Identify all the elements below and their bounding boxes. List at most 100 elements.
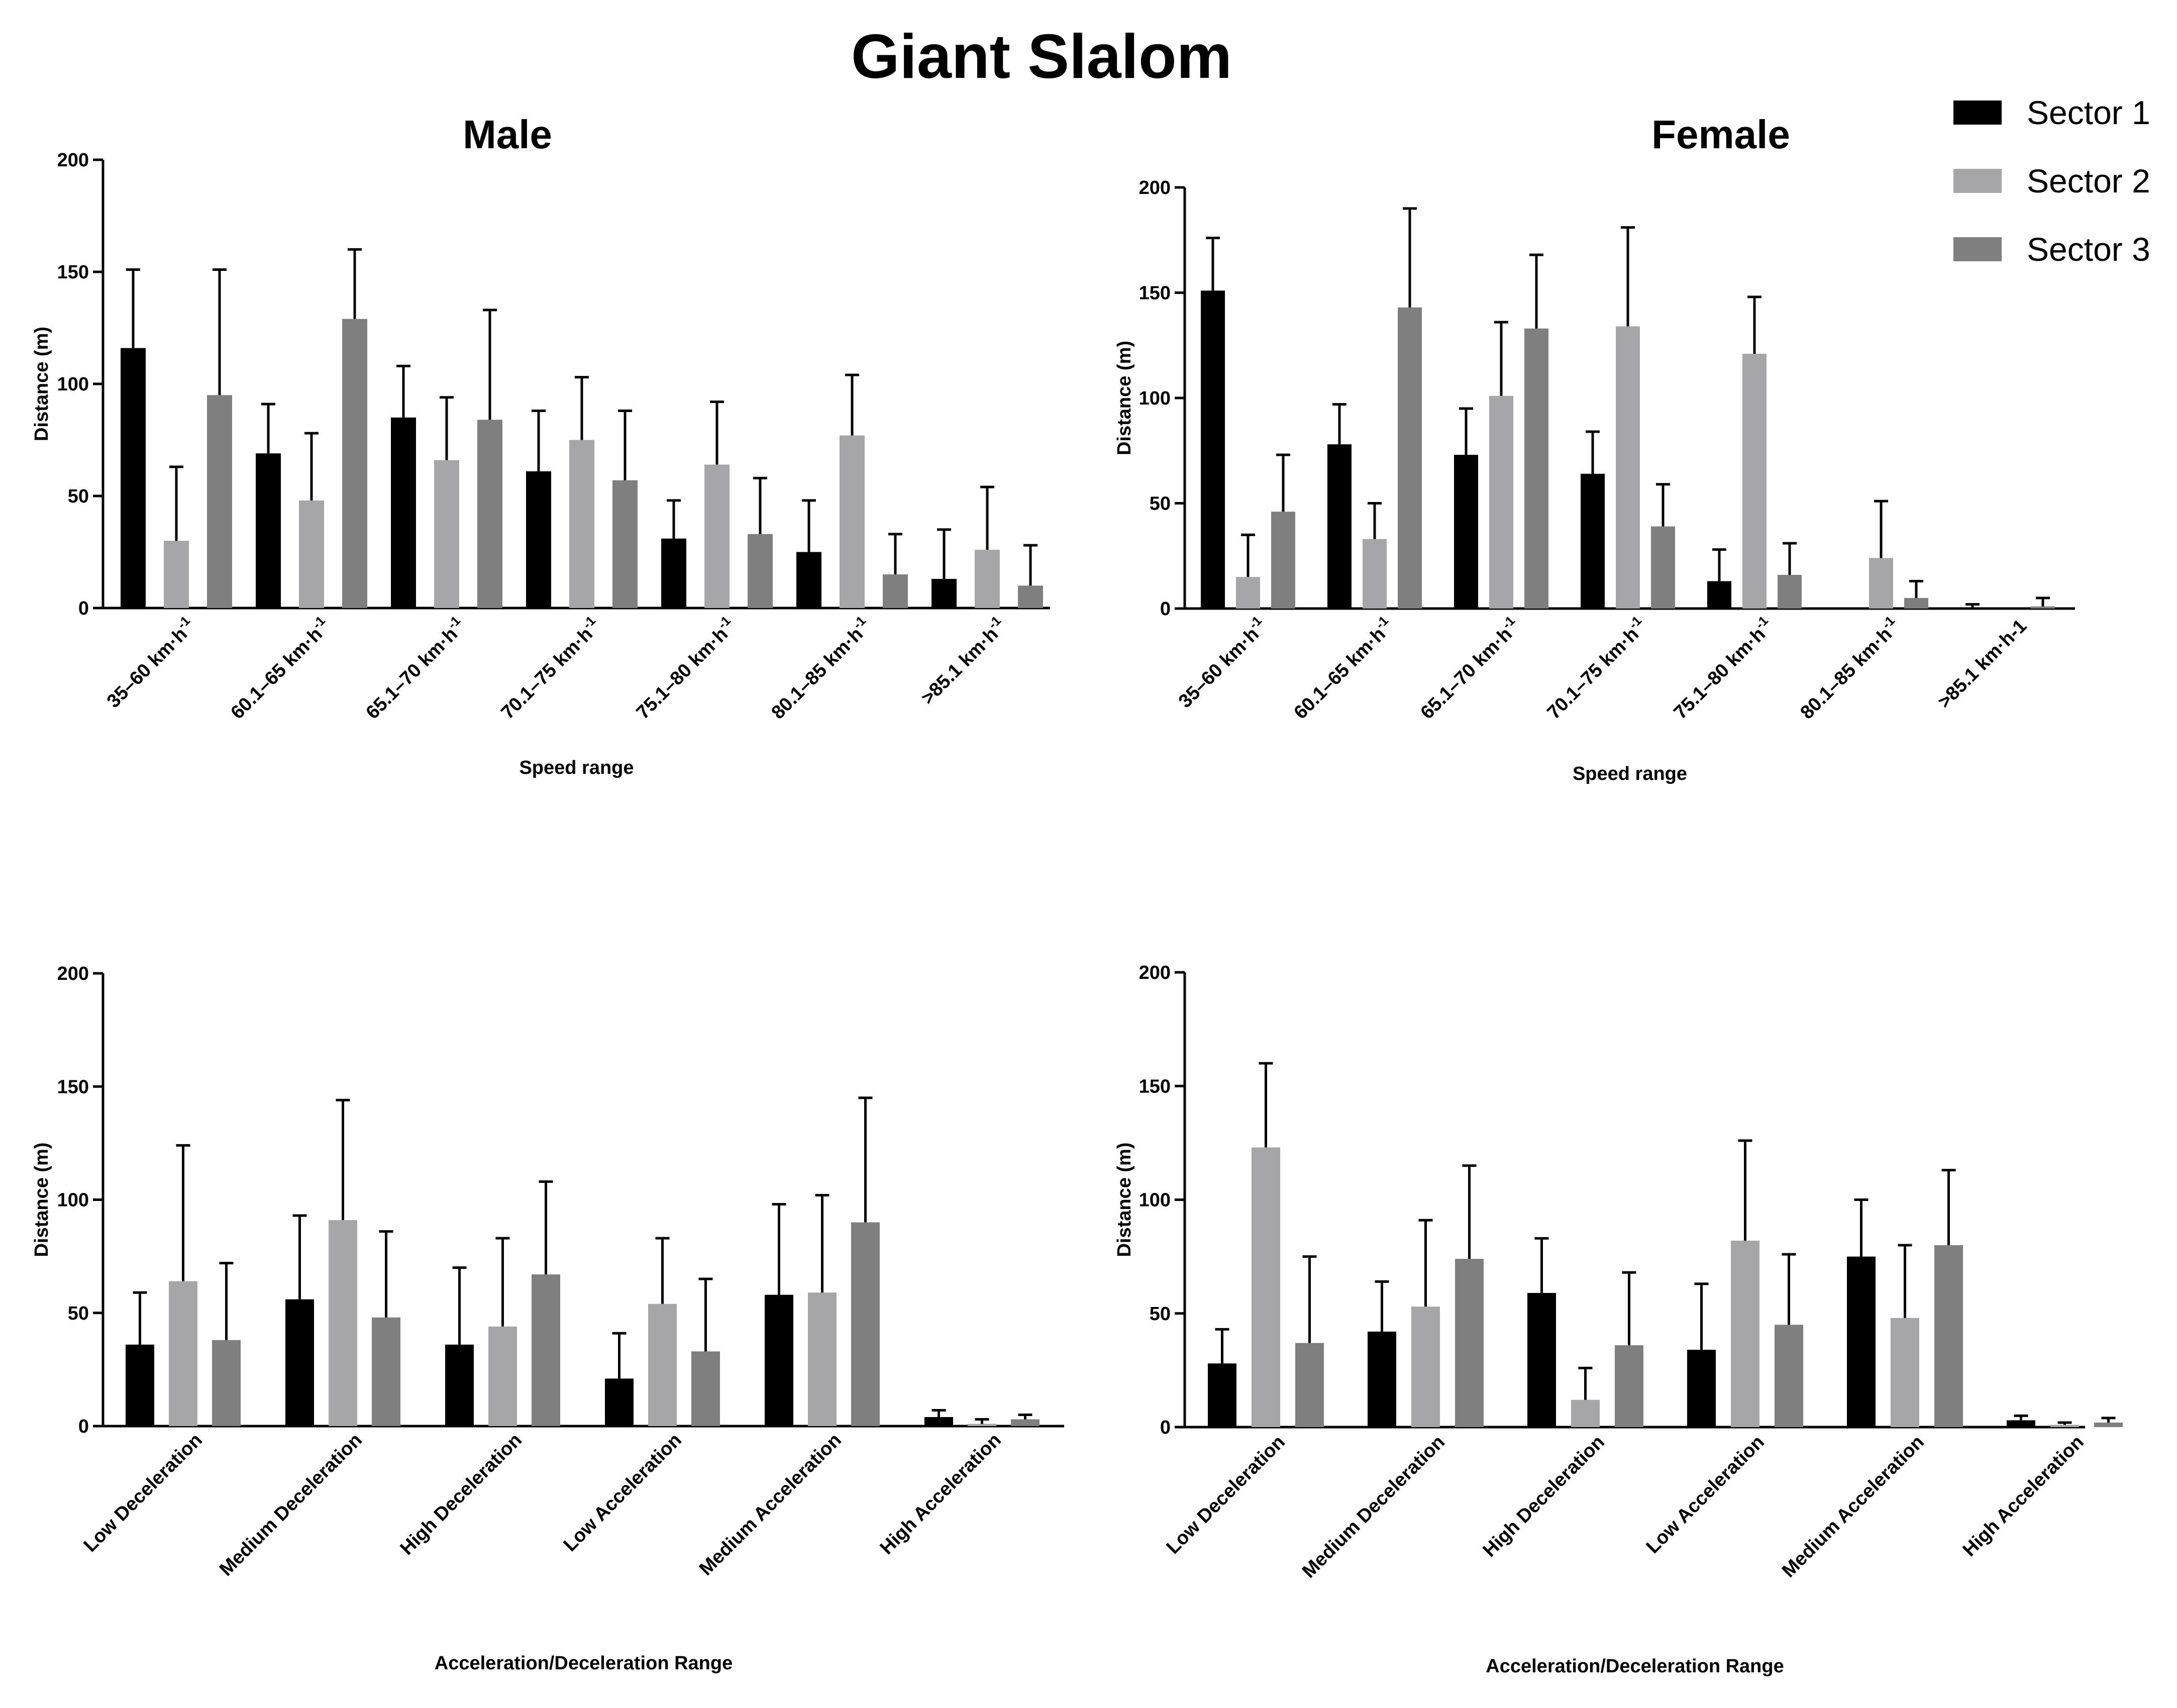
y-tick-label: 100 bbox=[1139, 388, 1171, 409]
bar-sector-3-medium-deceleration bbox=[1455, 1259, 1484, 1427]
panel-title: Female bbox=[1651, 112, 1790, 157]
bar-sector-2-60-1-65-km-h bbox=[299, 500, 324, 608]
x-tick-label-75-1-80-km-h: 75.1–80 km·h-1 bbox=[630, 613, 741, 724]
bar-sector-1-high-deceleration bbox=[1527, 1293, 1556, 1427]
bar-sector-2-high-acceleration bbox=[2050, 1425, 2079, 1427]
bar-sector-1-high-acceleration bbox=[2007, 1420, 2035, 1427]
x-tick-label-medium-acceleration: Medium Acceleration bbox=[1778, 1432, 1928, 1582]
x-tick-label-70-1-75-km-h: 70.1–75 km·h-1 bbox=[495, 613, 605, 724]
bar-sector-3-high-deceleration bbox=[532, 1274, 560, 1426]
x-axis-label: Speed range bbox=[519, 757, 634, 778]
bar-sector-2-35-60-km-h bbox=[1236, 577, 1260, 609]
bar-sector-2-low-acceleration bbox=[648, 1303, 677, 1426]
chart-male-acceleration: 0 50 100 150 200 Distance (m) Acceleration/Dec… bbox=[31, 963, 1064, 1674]
x-tick-label-high-acceleration: High Acceleration bbox=[1959, 1432, 2088, 1561]
bar-sector-3-85-1-km-h-1 bbox=[2031, 606, 2055, 609]
y-tick-label: 0 bbox=[78, 1416, 89, 1437]
y-tick-label: 200 bbox=[57, 150, 89, 171]
x-tick-superscript: -1 bbox=[579, 613, 598, 632]
bar-sector-1-35-60-km-h bbox=[1201, 290, 1225, 609]
x-tick-label-85-1-km-h-1: >85.1 km·h-1 bbox=[1934, 616, 2031, 713]
y-tick-label: 50 bbox=[1150, 1303, 1171, 1325]
bar-sector-2-80-1-85-km-h bbox=[1869, 558, 1893, 609]
bar-sector-2-low-deceleration bbox=[1252, 1147, 1280, 1427]
bar-sector-3-medium-acceleration bbox=[851, 1222, 880, 1426]
y-tick-label: 100 bbox=[57, 374, 89, 395]
y-tick-label: 50 bbox=[68, 1303, 89, 1324]
x-tick-superscript: -1 bbox=[1625, 613, 1644, 632]
x-tick-label-low-deceleration: Low Deceleration bbox=[80, 1430, 206, 1556]
bar-sector-3-60-1-65-km-h bbox=[342, 319, 367, 608]
bar-sector-2-65-1-70-km-h bbox=[1489, 395, 1513, 609]
bar-sector-1-60-1-65-km-h bbox=[256, 453, 281, 608]
legend-label-sector-1: Sector 1 bbox=[2027, 94, 2150, 131]
x-tick-label-low-acceleration: Low Acceleration bbox=[560, 1430, 686, 1556]
y-tick-label: 150 bbox=[57, 1076, 89, 1097]
y-tick-label: 200 bbox=[1139, 962, 1171, 983]
x-tick-label-70-1-75-km-h: 70.1–75 km·h-1 bbox=[1541, 613, 1651, 724]
legend: Sector 1 Sector 2 Sector 3 bbox=[1953, 94, 2150, 268]
bar-sector-2-medium-deceleration bbox=[1411, 1307, 1440, 1427]
legend-label-sector-3: Sector 3 bbox=[2027, 231, 2150, 268]
x-tick-label-65-1-70-km-h: 65.1–70 km·h-1 bbox=[1414, 613, 1525, 724]
panel-title: Male bbox=[463, 112, 552, 157]
bar-sector-3-low-acceleration bbox=[1775, 1325, 1803, 1427]
x-tick-label-75-1-80-km-h: 75.1–80 km·h-1 bbox=[1668, 613, 1778, 724]
x-tick-superscript: -1 bbox=[850, 613, 869, 632]
bar-sector-2-60-1-65-km-h bbox=[1363, 539, 1387, 609]
x-axis-label: Acceleration/Deceleration Range bbox=[1486, 1656, 1784, 1677]
bar-sector-3-65-1-70-km-h bbox=[477, 420, 502, 608]
x-tick-label-60-1-65-km-h: 60.1–65 km·h-1 bbox=[1288, 613, 1398, 724]
bar-sector-3-60-1-65-km-h bbox=[1398, 307, 1422, 609]
y-tick-label: 150 bbox=[1139, 1076, 1171, 1097]
bar-sector-2-low-acceleration bbox=[1731, 1240, 1759, 1427]
bar-sector-3-high-deceleration bbox=[1615, 1345, 1643, 1427]
bar-sector-1-low-deceleration bbox=[1208, 1363, 1236, 1427]
chart-male-speed: Male 0 50 100 150 200 Distance (m) Speed range 3… bbox=[31, 112, 1050, 778]
x-tick-superscript: -1 bbox=[714, 613, 734, 632]
bar-sector-2-low-deceleration bbox=[169, 1281, 197, 1426]
x-tick-superscript: -1 bbox=[174, 613, 193, 632]
bar-sector-3-low-acceleration bbox=[691, 1351, 720, 1426]
x-tick-label-medium-deceleration: Medium Deceleration bbox=[216, 1430, 366, 1580]
bar-sector-2-high-acceleration bbox=[968, 1424, 996, 1426]
x-tick-label-low-deceleration: Low Deceleration bbox=[1163, 1432, 1289, 1558]
x-tick-superscript: -1 bbox=[309, 613, 328, 632]
bar-sector-1-medium-acceleration bbox=[765, 1294, 793, 1426]
bar-sector-3-low-deceleration bbox=[212, 1340, 241, 1426]
y-tick-label: 0 bbox=[78, 598, 89, 619]
bar-sector-3-75-1-80-km-h bbox=[1778, 574, 1802, 609]
bar-sector-2-medium-deceleration bbox=[329, 1220, 357, 1426]
bar-sector-1-65-1-70-km-h bbox=[391, 417, 416, 608]
bar-sector-2-medium-acceleration bbox=[808, 1292, 837, 1426]
y-axis-label: Distance (m) bbox=[31, 327, 52, 441]
x-tick-label-65-1-70-km-h: 65.1–70 km·h-1 bbox=[360, 613, 470, 724]
bar-sector-1-65-1-70-km-h bbox=[1454, 455, 1478, 609]
bar-sector-3-80-1-85-km-h bbox=[883, 574, 908, 608]
bar-sector-2-65-1-70-km-h bbox=[434, 460, 459, 608]
bar-sector-1-medium-deceleration bbox=[285, 1299, 314, 1426]
bar-sector-3-medium-deceleration bbox=[372, 1317, 400, 1426]
figure-title: Giant Slalom bbox=[851, 22, 1232, 91]
y-tick-label: 50 bbox=[1150, 493, 1171, 515]
bar-sector-2-35-60-km-h bbox=[164, 541, 189, 608]
bar-sector-3-medium-acceleration bbox=[1934, 1245, 1963, 1427]
y-axis-label: Distance (m) bbox=[1114, 1142, 1135, 1257]
bar-sector-2-high-deceleration bbox=[488, 1326, 517, 1426]
bar-sector-3-70-1-75-km-h bbox=[612, 480, 638, 608]
bar-sector-1-75-1-80-km-h bbox=[1707, 581, 1731, 609]
chart-female-acceleration: 0 50 100 150 200 Distance (m) Acceleration/Dec… bbox=[1114, 962, 2123, 1677]
bar-sector-1-medium-acceleration bbox=[1847, 1256, 1876, 1427]
bar-sector-2-75-1-80-km-h bbox=[1742, 354, 1767, 609]
bar-sector-1-low-deceleration bbox=[126, 1344, 154, 1426]
bar-sector-3-75-1-80-km-h bbox=[748, 534, 773, 608]
y-tick-label: 50 bbox=[68, 486, 89, 507]
bar-sector-3-35-60-km-h bbox=[1271, 512, 1295, 609]
legend-swatch-sector-2 bbox=[1953, 169, 2002, 193]
bar-sector-2-85-1-km-h bbox=[975, 550, 1000, 608]
bar-sector-3-65-1-70-km-h bbox=[1524, 328, 1548, 609]
bar-sector-1-low-acceleration bbox=[605, 1378, 634, 1426]
x-tick-label-medium-acceleration: Medium Acceleration bbox=[695, 1430, 846, 1580]
bar-sector-3-35-60-km-h bbox=[207, 395, 232, 608]
